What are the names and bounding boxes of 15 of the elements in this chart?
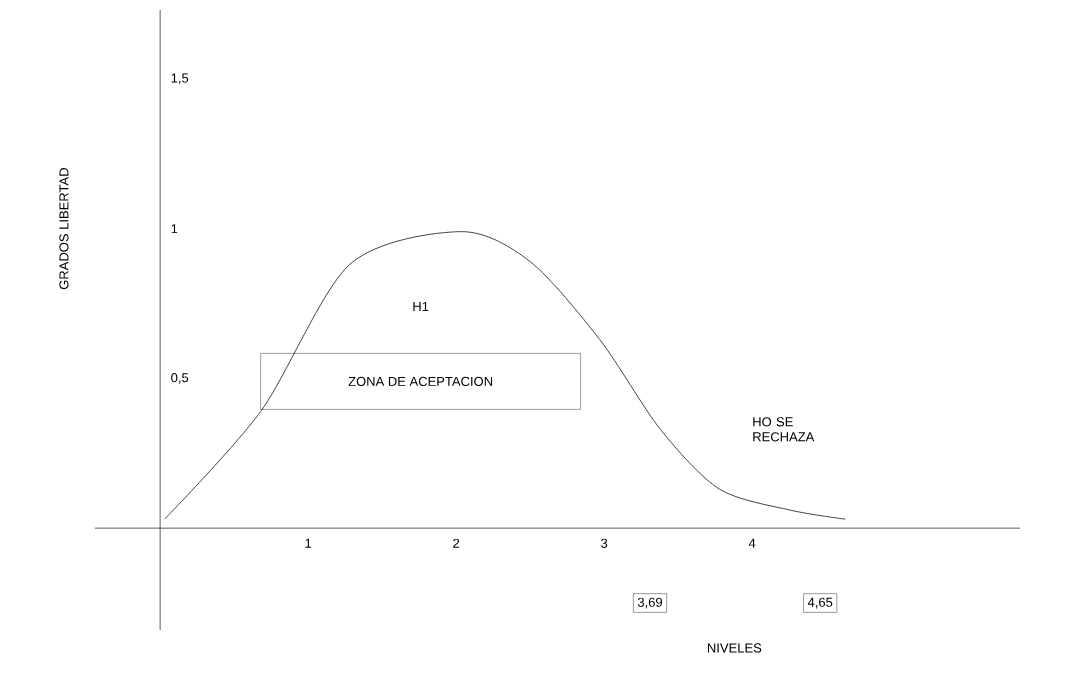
y-tick-label: 1,5 [171, 73, 189, 85]
y-tick-label: 0,5 [171, 373, 189, 384]
annotation: 4,65 [807, 597, 833, 609]
annotation: HO SE RECHAZA [753, 417, 815, 442]
x-axis-title: NIVELES [707, 643, 762, 653]
x-tick-label: 4 [748, 538, 756, 548]
x-tick-label: 2 [453, 538, 460, 548]
y-axis-title: GRADOS LIBERTAD [59, 168, 69, 290]
annotation: H1 [413, 302, 429, 311]
line-series [164, 231, 846, 520]
x-tick-label: 1 [305, 538, 312, 548]
y-tick-label: 1 [171, 224, 178, 234]
x-tick-label: 3 [601, 538, 608, 548]
annotation: ZONA DE ACEPTACION [348, 376, 493, 386]
annotation: 3,69 [637, 597, 663, 609]
